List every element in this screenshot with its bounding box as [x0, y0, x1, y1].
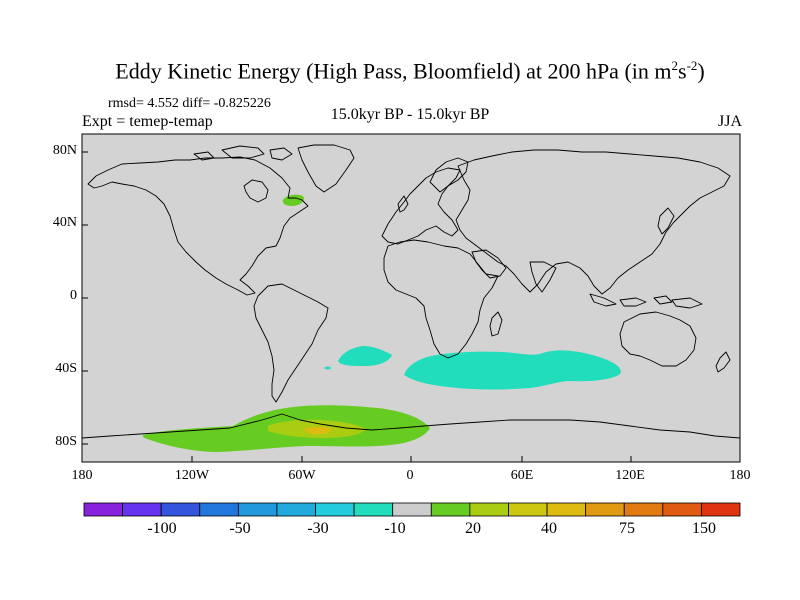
lat-label-40s: 40S: [55, 361, 77, 376]
period-label: 15.0kyr BP - 15.0kyr BP: [330, 106, 490, 123]
coast-uk: [397, 195, 409, 213]
colorbar-box: [701, 502, 741, 517]
colorbar-box: [237, 502, 278, 517]
colorbar-label: -30: [307, 520, 329, 537]
stats-line: rmsd= 4.552 diff= -0.825226: [108, 96, 271, 111]
coast-japan: [657, 207, 675, 235]
colorbar-label: -100: [147, 520, 177, 537]
lon-label-180w: 180: [71, 468, 93, 483]
colorbar-label: 75: [619, 520, 635, 537]
coast-south-america: [253, 283, 329, 403]
coast-scandinavia: [429, 157, 469, 193]
colorbar-box: [83, 502, 123, 517]
experiment-label: Expt = temep-temap: [82, 113, 213, 130]
coast-hudson-bay: [243, 179, 269, 203]
coast-india: [529, 261, 557, 293]
lon-label-0: 0: [406, 468, 414, 483]
colorbar-label: 20: [465, 520, 481, 537]
coast-greenland: [297, 144, 355, 193]
colorbar-box: [585, 502, 625, 517]
lat-label-40n: 40N: [52, 215, 77, 230]
colorbar-box: [315, 502, 355, 517]
map-background: [82, 134, 740, 462]
colorbar-box: [122, 502, 162, 517]
colorbar-box: [392, 502, 432, 517]
colorbar-box: [546, 502, 587, 517]
lat-label-0: 0: [70, 288, 77, 303]
coast-new-zealand: [715, 351, 731, 373]
colorbar-label: 40: [541, 520, 557, 537]
colorbar-box: [469, 502, 509, 517]
colorbar-box: [662, 502, 702, 517]
lat-label-80n: 80N: [52, 143, 77, 158]
anomaly-layer: [142, 194, 621, 452]
colorbar-label: 150: [692, 520, 716, 537]
coast-antarctica: [81, 413, 741, 439]
coast-europe: [381, 167, 461, 245]
map-ticks: [82, 151, 632, 462]
season-label: JJA: [717, 113, 742, 130]
anomaly-south-atlantic-dot: [324, 366, 331, 370]
coast-north-america: [87, 156, 309, 296]
anomaly-south-atlantic: [338, 346, 392, 366]
lon-label-120w: 120W: [174, 468, 210, 483]
anomaly-weddell-core: [304, 426, 331, 434]
colorbar-label: -10: [384, 520, 406, 537]
anomaly-south-indian: [404, 350, 621, 390]
colorbar-box: [353, 502, 394, 517]
colorbar-box: [508, 502, 548, 517]
lat-label-80s: 80S: [55, 434, 77, 449]
colorbar-box: [276, 502, 316, 517]
coast-madagascar: [489, 311, 503, 337]
colorbar: [83, 502, 741, 517]
colorbar-box: [199, 502, 239, 517]
colorbar-box: [160, 502, 201, 517]
lon-label-60w: 60W: [288, 468, 316, 483]
colorbar-box: [623, 502, 664, 517]
colorbar-label: -50: [229, 520, 251, 537]
coast-australia: [619, 311, 697, 367]
coast-africa: [383, 239, 499, 359]
lon-label-180e: 180: [729, 468, 751, 483]
coast-indonesia: [589, 293, 703, 309]
plot-title: Eddy Kinetic Energy (High Pass, Bloomfie…: [115, 58, 705, 84]
colorbar-box: [430, 502, 471, 517]
lon-label-60e: 60E: [510, 468, 534, 483]
lon-label-120e: 120E: [615, 468, 645, 483]
coastlines: [81, 144, 741, 439]
coast-arabia: [471, 249, 507, 279]
coast-arctic-islands: [193, 145, 293, 161]
coast-asia: [455, 149, 731, 295]
